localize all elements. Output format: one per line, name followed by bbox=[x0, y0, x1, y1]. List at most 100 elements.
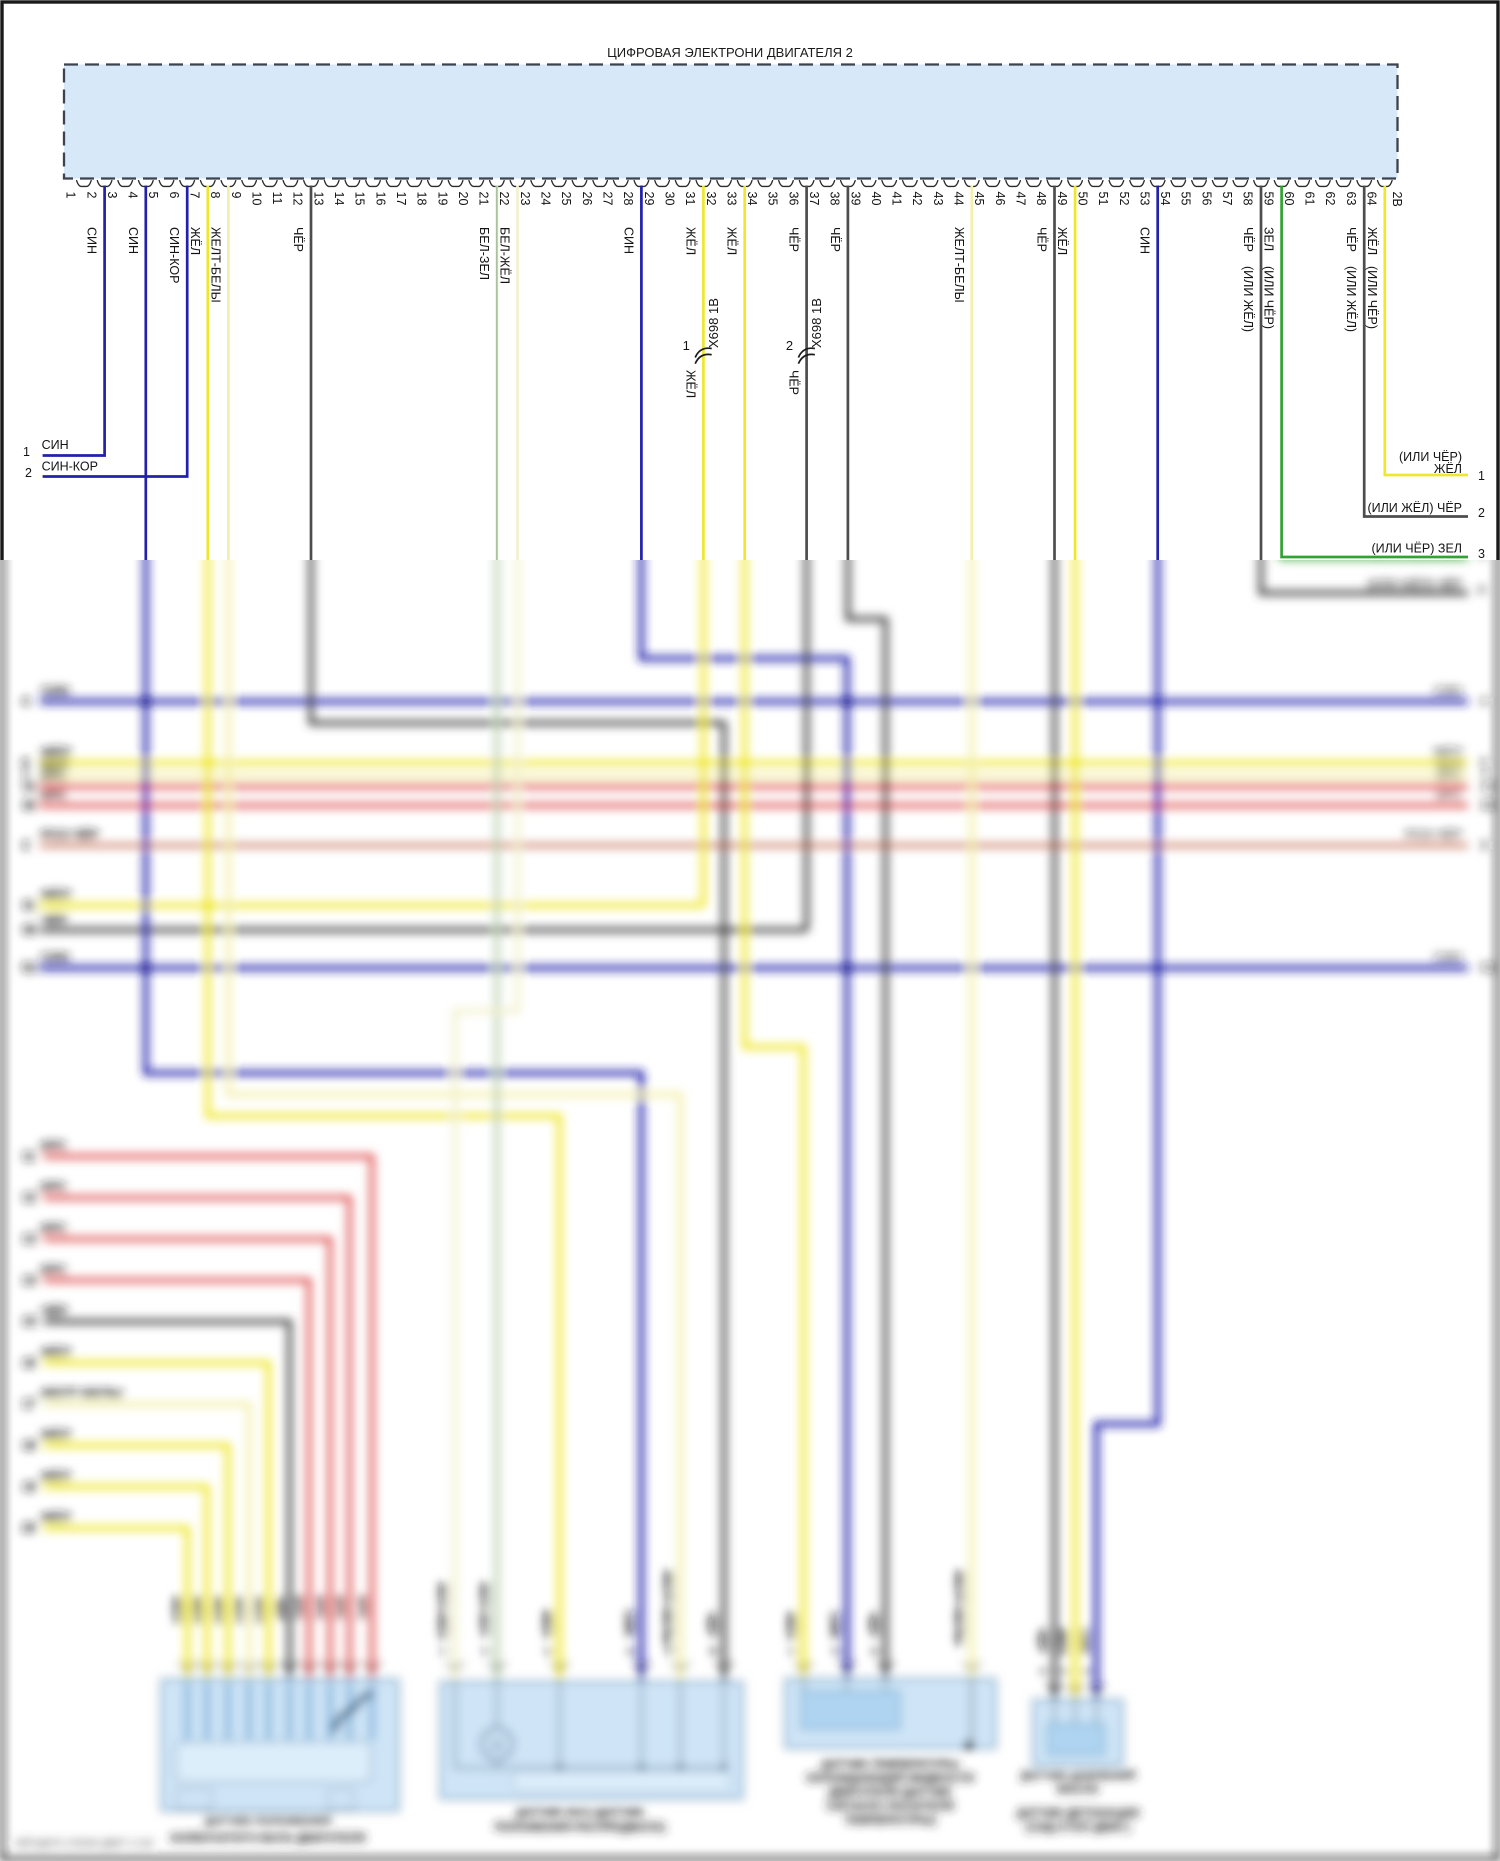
svg-text:62: 62 bbox=[1323, 192, 1337, 206]
svg-text:СИН: СИН bbox=[1434, 684, 1462, 699]
svg-text:ДАТЧИК ФАЗ (ДАТЧИК: ДАТЧИК ФАЗ (ДАТЧИК bbox=[516, 1807, 645, 1819]
svg-text:СИН: СИН bbox=[623, 1610, 637, 1636]
svg-text:СИН: СИН bbox=[1078, 1628, 1092, 1654]
svg-text:7: 7 bbox=[22, 768, 29, 783]
svg-text:(ИЛИ ЧЁР): (ИЛИ ЧЁР) bbox=[1262, 266, 1276, 329]
svg-text:19: 19 bbox=[435, 192, 449, 206]
svg-text:БЕЛ-ЖЁЛ: БЕЛ-ЖЁЛ bbox=[498, 227, 512, 284]
svg-text:ПОЛОЖЕНИЯ РАСПРЕДВАЛА): ПОЛОЖЕНИЯ РАСПРЕДВАЛА) bbox=[494, 1822, 665, 1834]
svg-text:ДАТЧИК ДЕТОНАЦИИ: ДАТЧИК ДЕТОНАЦИИ bbox=[1017, 1808, 1140, 1820]
svg-text:СИН: СИН bbox=[828, 1612, 842, 1638]
svg-text:X698 1B: X698 1B bbox=[706, 298, 721, 348]
svg-text:14: 14 bbox=[22, 1272, 37, 1287]
svg-text:14: 14 bbox=[332, 192, 346, 206]
svg-text:СИН: СИН bbox=[126, 227, 140, 254]
svg-text:ЧЁР: ЧЁР bbox=[41, 912, 68, 927]
svg-text:ЖЁЛ: ЖЁЛ bbox=[725, 227, 739, 255]
svg-text:ЖЕЛТ-БЕЛЫ: ЖЕЛТ-БЕЛЫ bbox=[952, 227, 966, 303]
svg-text:3: 3 bbox=[1080, 1668, 1092, 1674]
svg-text:24: 24 bbox=[539, 192, 553, 206]
svg-text:35: 35 bbox=[766, 192, 780, 206]
svg-text:(ИЛИ ЧЁР) ЗЕЛ: (ИЛИ ЧЁР) ЗЕЛ bbox=[1371, 542, 1462, 556]
svg-text:2: 2 bbox=[1478, 506, 1485, 520]
svg-text:11: 11 bbox=[22, 1148, 36, 1163]
svg-text:20: 20 bbox=[456, 192, 470, 206]
svg-text:4: 4 bbox=[625, 1648, 637, 1655]
svg-text:26: 26 bbox=[580, 192, 594, 206]
svg-text:КОЛЕНЧАТОГО ВАЛА ДВИГАТЕЛЯ: КОЛЕНЧАТОГО ВАЛА ДВИГАТЕЛЯ bbox=[171, 1833, 366, 1845]
svg-text:59: 59 bbox=[1261, 192, 1275, 206]
svg-text:2: 2 bbox=[25, 466, 32, 480]
svg-text:СИН-КОР: СИН-КОР bbox=[42, 460, 98, 474]
svg-text:1: 1 bbox=[23, 445, 30, 459]
svg-text:ТЕМПЕРАТУРЫ): ТЕМПЕРАТУРЫ) bbox=[844, 1815, 936, 1827]
svg-text:1: 1 bbox=[438, 1648, 450, 1654]
svg-text:ЖЁЛ: ЖЁЛ bbox=[40, 1510, 71, 1525]
svg-text:18: 18 bbox=[415, 192, 429, 206]
svg-text:СИН: СИН bbox=[621, 227, 635, 254]
svg-text:ЧЁР: ЧЁР bbox=[291, 227, 305, 252]
svg-text:ЧЁР: ЧЁР bbox=[1035, 227, 1049, 252]
svg-text:СИН-КОР: СИН-КОР bbox=[167, 227, 181, 283]
svg-text:11: 11 bbox=[270, 192, 284, 205]
svg-text:X698 1B: X698 1B bbox=[809, 298, 824, 348]
svg-text:ЧЁР: ЧЁР bbox=[787, 370, 801, 395]
svg-text:РОЗ-ЧЁР: РОЗ-ЧЁР bbox=[41, 828, 99, 843]
svg-text:13: 13 bbox=[311, 192, 325, 206]
svg-text:6: 6 bbox=[22, 755, 29, 770]
svg-text:6: 6 bbox=[707, 1648, 719, 1654]
svg-text:25: 25 bbox=[559, 192, 573, 206]
svg-text:51: 51 bbox=[1096, 192, 1110, 206]
svg-text:КРС: КРС bbox=[1437, 788, 1463, 803]
svg-text:ЦИФРОВАЯ ЭЛЕКТРОНИ ДВИГАТЕЛЯ 2: ЦИФРОВАЯ ЭЛЕКТРОНИ ДВИГАТЕЛЯ 2 bbox=[607, 45, 853, 60]
svg-text:КРС: КРС bbox=[41, 1180, 67, 1195]
svg-text:54: 54 bbox=[1158, 192, 1172, 206]
svg-text:ЖЁЛ: ЖЁЛ bbox=[252, 1595, 267, 1623]
svg-text:БЕЛ-ЗЕЛ: БЕЛ-ЗЕЛ bbox=[478, 1583, 492, 1636]
svg-text:30: 30 bbox=[662, 192, 676, 206]
svg-text:АВТОДАТА СХЕМА ДВИГ 2-118: АВТОДАТА СХЕМА ДВИГ 2-118 bbox=[15, 1838, 153, 1849]
svg-text:ЖЁЛ: ЖЁЛ bbox=[40, 745, 71, 760]
svg-text:(ИЛИ ЖЁЛ): (ИЛИ ЖЁЛ) bbox=[1241, 266, 1255, 332]
svg-text:3: 3 bbox=[1478, 547, 1485, 561]
svg-text:3: 3 bbox=[22, 838, 29, 853]
svg-text:47: 47 bbox=[1014, 192, 1028, 206]
svg-text:15: 15 bbox=[353, 192, 367, 206]
svg-text:36: 36 bbox=[22, 922, 36, 937]
svg-text:2: 2 bbox=[830, 1648, 842, 1654]
svg-text:СИН: СИН bbox=[42, 438, 69, 452]
svg-text:1: 1 bbox=[1038, 1668, 1050, 1674]
svg-text:1: 1 bbox=[1478, 469, 1485, 483]
svg-text:БЕЛ-ЖЁЛ: БЕЛ-ЖЁЛ bbox=[436, 1583, 451, 1639]
svg-text:КРС: КРС bbox=[313, 1596, 327, 1620]
svg-text:1: 1 bbox=[787, 1648, 799, 1654]
svg-text:2: 2 bbox=[480, 1648, 492, 1654]
svg-text:16: 16 bbox=[22, 1355, 36, 1370]
svg-text:СИН: СИН bbox=[41, 684, 69, 699]
svg-text:6: 6 bbox=[167, 192, 181, 199]
svg-text:2: 2 bbox=[1058, 1668, 1070, 1674]
svg-text:ЖЕЛТ-БЕЛЫ: ЖЕЛТ-БЕЛЫ bbox=[661, 1569, 675, 1645]
svg-text:ОХЛАЖДАЮЩЕЙ ЖИДКОСТИ: ОХЛАЖДАЮЩЕЙ ЖИДКОСТИ bbox=[806, 1772, 974, 1785]
svg-text:ЖЕЛТ-БЕЛЫ: ЖЕЛТ-БЕЛЫ bbox=[953, 1569, 967, 1645]
svg-text:ЧЁР: ЧЁР bbox=[867, 1612, 882, 1636]
svg-text:КРС: КРС bbox=[355, 1596, 369, 1620]
svg-text:33: 33 bbox=[724, 192, 738, 206]
svg-text:(ИЛИ ЧЁР): (ИЛИ ЧЁР) bbox=[1399, 450, 1462, 464]
svg-text:ЖЁЛ: ЖЁЛ bbox=[188, 227, 202, 255]
svg-text:ДВИГАТЕЛЯ (ДАТЧИК: ДВИГАТЕЛЯ (ДАТЧИК bbox=[829, 1787, 953, 1799]
svg-text:2: 2 bbox=[84, 192, 98, 199]
svg-text:ЖЁЛ: ЖЁЛ bbox=[190, 1595, 205, 1623]
svg-text:30: 30 bbox=[22, 798, 36, 813]
svg-text:40: 40 bbox=[869, 192, 883, 206]
svg-text:4: 4 bbox=[1478, 583, 1485, 597]
svg-text:КРС: КРС bbox=[41, 1221, 67, 1236]
svg-text:53: 53 bbox=[1137, 192, 1151, 206]
svg-text:1: 1 bbox=[683, 338, 690, 353]
svg-text:53: 53 bbox=[22, 960, 36, 975]
svg-text:36: 36 bbox=[786, 192, 800, 206]
svg-text:7: 7 bbox=[1480, 768, 1487, 783]
svg-text:17: 17 bbox=[22, 1396, 36, 1411]
svg-text:3: 3 bbox=[105, 192, 119, 199]
svg-text:46: 46 bbox=[993, 192, 1007, 206]
